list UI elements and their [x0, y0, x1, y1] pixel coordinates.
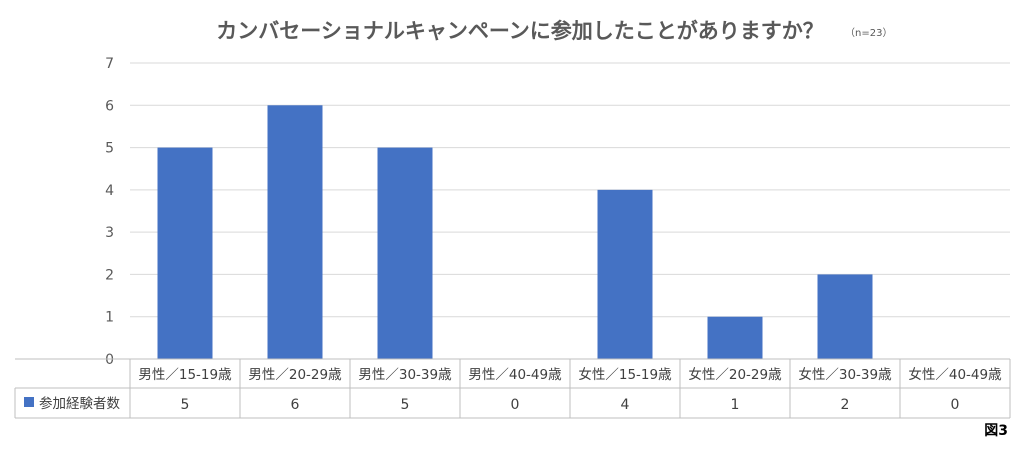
y-tick-label: 7 [105, 56, 114, 72]
data-table-value: 5 [401, 397, 410, 413]
bars [157, 105, 873, 360]
y-tick-label: 0 [105, 352, 114, 368]
bar-0 [157, 147, 213, 359]
bar-2 [377, 147, 433, 359]
chart-title: カンバセーショナルキャンペーンに参加したことがありますか？ [216, 19, 824, 43]
category-label: 男性／30-39歳 [358, 367, 452, 383]
y-axis-ticks: 0 1 2 3 4 5 6 7 [105, 56, 114, 368]
y-tick-label: 4 [105, 183, 114, 199]
category-label: 男性／15-19歳 [138, 367, 232, 383]
bar-5 [707, 316, 763, 359]
figure-label: 図3 [984, 423, 1008, 439]
y-tick-label: 3 [105, 225, 114, 241]
data-table-value: 2 [841, 397, 850, 413]
legend-swatch [24, 397, 34, 407]
category-label: 男性／40-49歳 [468, 367, 562, 383]
y-tick-label: 1 [105, 310, 114, 326]
y-tick-label: 2 [105, 267, 114, 283]
data-table-value: 6 [291, 397, 300, 413]
category-label: 女性／30-39歳 [798, 366, 892, 383]
data-table-value: 1 [731, 397, 740, 413]
gridlines [130, 62, 1010, 318]
bar-6 [817, 274, 873, 359]
legend-label: 参加経験者数 [39, 395, 120, 412]
data-table-value: 4 [621, 397, 630, 413]
bar-4 [597, 189, 653, 359]
y-tick-label: 5 [105, 141, 114, 157]
data-table-value: 0 [511, 397, 520, 413]
data-table: 男性／15-19歳 5 男性／20-29歳 6 男性／30-39歳 5 男性／40-49歳 0… [14, 358, 1011, 419]
sample-size-note: （n=23） [845, 27, 892, 39]
bar-1 [267, 105, 323, 360]
data-table-value: 5 [181, 397, 190, 413]
category-label: 女性／20-29歳 [688, 366, 782, 383]
category-label: 女性／40-49歳 [908, 366, 1002, 383]
category-label: 女性／15-19歳 [578, 366, 672, 383]
category-label: 男性／20-29歳 [248, 367, 342, 383]
data-table-value: 0 [951, 397, 960, 413]
y-tick-label: 6 [105, 98, 114, 114]
